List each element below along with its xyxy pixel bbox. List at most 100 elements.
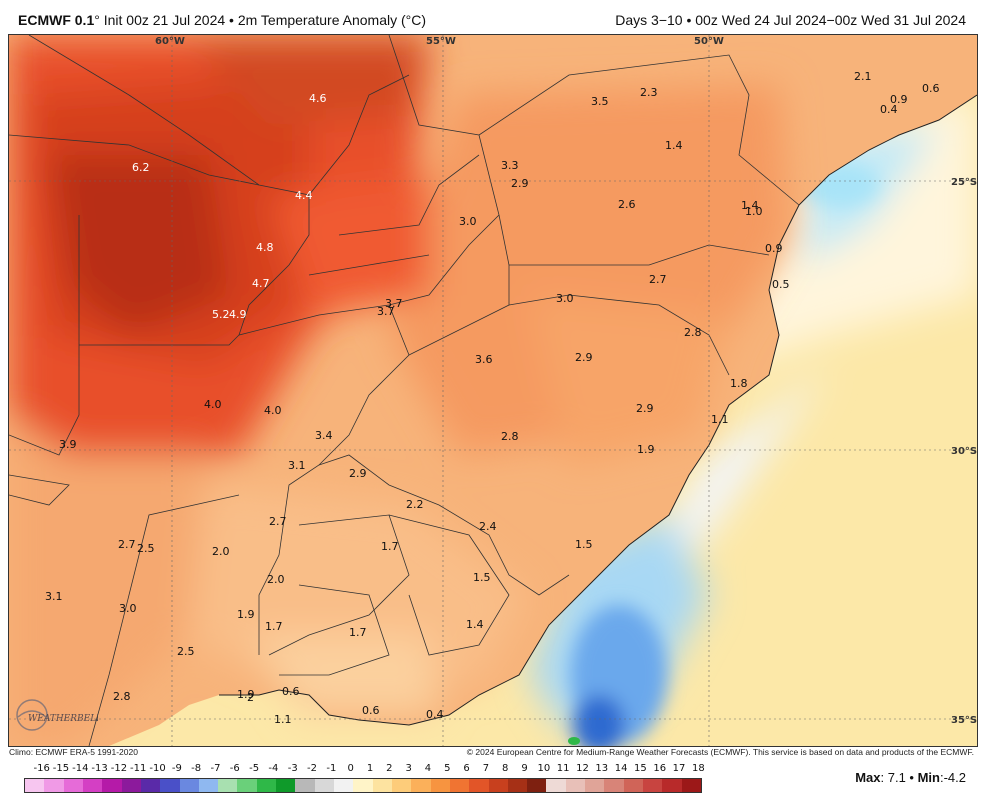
colorbar-tick-label: 18: [691, 763, 705, 774]
colorbar-swatch: [623, 779, 643, 792]
map-title: ECMWF 0.1° Init 00z 21 Jul 2024 • 2m Tem…: [18, 12, 426, 28]
colorbar-tick-label: 3: [405, 763, 412, 774]
anomaly-value-label: 0.9: [890, 93, 908, 106]
latitude-label: 25°S: [951, 177, 977, 188]
colorbar-tick-label: -4: [268, 763, 279, 774]
anomaly-value-label: 2.6: [618, 198, 636, 211]
colorbar-tick-label: 4: [424, 763, 432, 774]
anomaly-value-label: 3.0: [119, 602, 137, 615]
anomaly-value-label: 1.8: [730, 377, 748, 390]
colorbar-swatch: [63, 779, 83, 792]
anomaly-value-label: 3.4: [315, 429, 333, 442]
colorbar: [24, 778, 702, 793]
colorbar-tick-label: -6: [229, 763, 240, 774]
anomaly-value-label: 3.1: [288, 459, 306, 472]
colorbar-swatch: [276, 779, 296, 792]
colorbar-swatch: [546, 779, 566, 792]
colorbar-swatch: [102, 779, 122, 792]
anomaly-value-label: 3.0: [556, 292, 574, 305]
weatherbell-logo: WEATHERBELL: [14, 697, 102, 737]
separator: •: [905, 770, 918, 785]
anomaly-value-label: 2.0: [212, 545, 230, 558]
colorbar-tick-label: 17: [672, 763, 686, 774]
colorbar-tick-label: -8: [191, 763, 202, 774]
logo-text: WEATHERBELL: [28, 714, 98, 724]
climo-credit: Climo: ECMWF ERA-5 1991-2020: [9, 747, 138, 757]
anomaly-value-label: 4.4: [295, 189, 313, 202]
anomaly-value-label: 2.0: [267, 573, 285, 586]
anomaly-value-label: 6.2: [132, 161, 150, 174]
anomaly-value-label: 1.0: [745, 205, 763, 218]
colorbar-swatch: [121, 779, 141, 792]
anomaly-value-label: 3.6: [475, 353, 493, 366]
anomaly-value-label: 1.4: [741, 199, 759, 212]
anomaly-value-label: 1.5: [473, 571, 491, 584]
colorbar-swatch: [585, 779, 605, 792]
colorbar-swatch: [44, 779, 64, 792]
anomaly-value-label: 3.9: [59, 438, 77, 451]
colorbar-swatch: [391, 779, 412, 792]
value-labels: 4.6 6.2 4.4 4.8 4.7 5.2 4.9 3.73.7 3.3 2.9 3.0 3.5 2…: [45, 70, 940, 726]
colorbar-swatch: [469, 779, 489, 792]
political-borders: [9, 35, 800, 746]
anomaly-value-label: 4.6: [309, 92, 327, 105]
colorbar-tick-label: 7: [482, 763, 490, 774]
colorbar-swatch: [198, 779, 219, 792]
colorbar-swatch: [681, 779, 701, 792]
anomaly-value-label: 1.9: [237, 688, 255, 701]
copyright-credit: © 2024 European Centre for Medium-Range …: [466, 747, 974, 757]
colorbar-swatch: [565, 779, 586, 792]
model-name: ECMWF 0.1: [18, 12, 95, 28]
longitude-label: 55°W: [426, 36, 456, 47]
colorbar-tick-label: 12: [576, 763, 589, 774]
anomaly-value-label: 0.6: [282, 685, 300, 698]
colorbar-tick-label: 15: [634, 763, 647, 774]
anomaly-value-label: 3.5: [591, 95, 609, 108]
min-label: Min: [917, 770, 940, 785]
colorbar-tick-label: -10: [149, 763, 166, 774]
colorbar-tick-label: -11: [130, 763, 147, 774]
temperature-anomaly-map[interactable]: 60°W 55°W 50°W 25°S 30°S 35°S 4.6 6.2 4.4 4.8 4.7…: [9, 35, 977, 746]
anomaly-value-label: 2.2: [406, 498, 424, 511]
anomaly-value-label: 1.7: [349, 626, 367, 639]
colorbar-swatch: [82, 779, 103, 792]
anomaly-value-label: 4.0: [204, 398, 222, 411]
grid-labels: 60°W 55°W 50°W 25°S 30°S 35°S: [155, 36, 977, 726]
colorbar-swatch: [218, 779, 238, 792]
colorbar-tick-label: 2: [386, 763, 393, 774]
valid-period: Days 3−10 • 00z Wed 24 Jul 2024−00z Wed …: [615, 12, 966, 28]
colorbar-tick-label: -14: [72, 763, 89, 774]
anomaly-value-label: 2.1: [854, 70, 872, 83]
colorbar-swatch: [643, 779, 663, 792]
max-label: Max: [855, 770, 881, 785]
anomaly-value-label: 0.6: [362, 704, 380, 717]
colorbar-tick-label: 8: [502, 763, 509, 774]
anomaly-value-label: 4.9: [229, 308, 247, 321]
colorbar-tick-label: 5: [444, 763, 451, 774]
anomaly-value-label: 3.3: [501, 159, 519, 172]
anomaly-value-label: 2.8: [684, 326, 702, 339]
anomaly-value-label: 1.7: [381, 540, 399, 553]
colorbar-swatch: [256, 779, 277, 792]
anomaly-value-label: 2.5: [137, 542, 155, 555]
anomaly-value-label: 2.9: [575, 351, 593, 364]
anomaly-value-label: 2.8: [501, 430, 519, 443]
colorbar-tick-label: 16: [653, 763, 667, 774]
max-value: : 7.1: [880, 770, 906, 785]
colorbar-tick-label: 9: [521, 763, 528, 774]
colorbar-swatch: [604, 779, 624, 792]
anomaly-value-label: 2.7: [118, 538, 136, 551]
min-value: :-4.2: [939, 770, 966, 785]
colorbar-tick-label: -5: [249, 763, 260, 774]
anomaly-value-label: 0.9: [765, 242, 783, 255]
anomaly-value-label: 2.7: [269, 515, 287, 528]
anomaly-value-label: 4.0: [264, 404, 282, 417]
colorbar-labels: -16 -15 -14 -13 -12 -11 -10 -9 -8 -7 -6 -5 -4 -3 -2 -1 0…: [18, 763, 718, 777]
anomaly-value-label: 2.9: [511, 177, 529, 190]
anomaly-value-label: 4.7: [252, 277, 270, 290]
colorbar-tick-label: 13: [595, 763, 609, 774]
map-frame[interactable]: 60°W 55°W 50°W 25°S 30°S 35°S 4.6 6.2 4.4 4.8 4.7…: [8, 34, 978, 747]
anomaly-value-label: 2.4: [479, 520, 497, 533]
longitude-label: 50°W: [694, 36, 724, 47]
anomaly-value-label: 2.5: [177, 645, 195, 658]
